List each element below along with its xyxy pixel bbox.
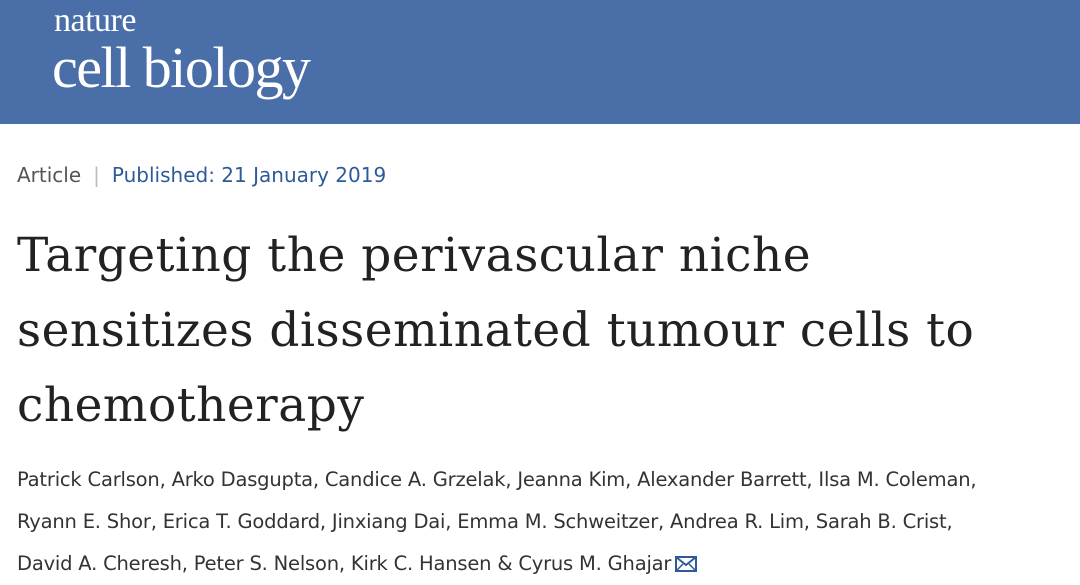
author-line-text[interactable]: Ryann E. Shor, Erica T. Goddard, Jinxian… — [17, 510, 953, 533]
author-line-text[interactable]: Patrick Carlson, Arko Dasgupta, Candice … — [17, 468, 977, 491]
author-line-text[interactable]: David A. Cheresh, Peter S. Nelson, Kirk … — [17, 552, 672, 575]
author-list: Patrick Carlson, Arko Dasgupta, Candice … — [17, 459, 977, 585]
logo-text[interactable]: cell biology — [52, 35, 311, 100]
article-type: Article — [17, 163, 82, 187]
title-line-text: chemotherapy — [17, 378, 365, 433]
logo-text[interactable]: nature — [54, 2, 136, 39]
title-line: Targeting the perivascular niche — [17, 218, 974, 293]
author-line[interactable]: Patrick Carlson, Arko Dasgupta, Candice … — [17, 459, 977, 501]
title-line-text: sensitizes disseminated tumour cells to — [17, 303, 975, 358]
title-line: sensitizes disseminated tumour cells to — [17, 293, 974, 368]
published-date: Published: 21 January 2019 — [111, 163, 387, 187]
title-line-text: Targeting the perivascular niche — [17, 228, 812, 283]
site-header: nature cell biology — [0, 0, 1080, 124]
separator: | — [93, 163, 100, 187]
title-line: chemotherapy — [17, 368, 974, 443]
author-line[interactable]: Ryann E. Shor, Erica T. Goddard, Jinxian… — [17, 501, 976, 543]
author-line[interactable]: David A. Cheresh, Peter S. Nelson, Kirk … — [17, 543, 976, 585]
article-meta: Article | Published: 21 January 2019 — [17, 163, 386, 187]
article-title: Targeting the perivascular niche sensitiz… — [17, 218, 974, 443]
email-icon[interactable] — [675, 556, 698, 572]
